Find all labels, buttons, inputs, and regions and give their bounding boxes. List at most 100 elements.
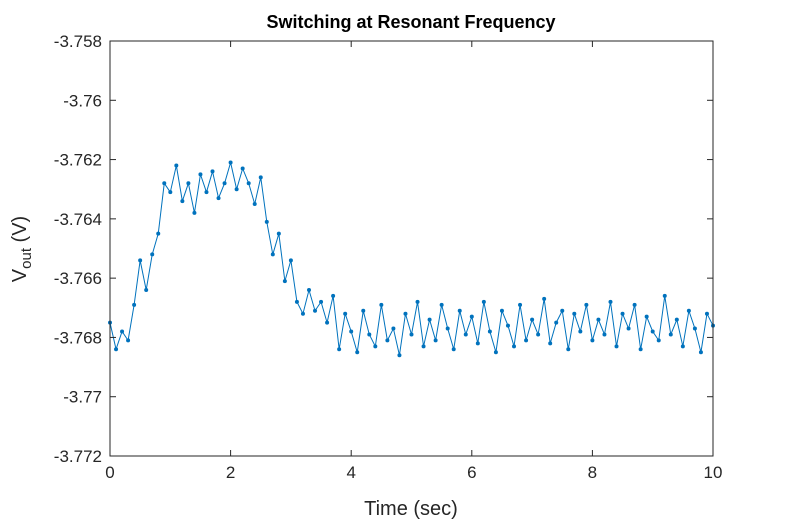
data-point xyxy=(457,308,462,313)
data-point xyxy=(144,288,149,292)
y-axis-ticks: -3.772 -3.77 -3.768 -3.766 -3.764 -3.762 -3.76… xyxy=(54,32,713,466)
y-tick-label: -3.764 xyxy=(54,210,102,229)
x-tick-label: 10 xyxy=(704,463,723,482)
data-point xyxy=(524,338,529,343)
data-point xyxy=(180,199,185,204)
y-tick-label: -3.766 xyxy=(54,269,102,288)
data-point xyxy=(475,341,480,346)
data-point xyxy=(686,308,691,313)
data-point xyxy=(632,302,637,307)
data-point xyxy=(373,344,378,349)
data-point xyxy=(445,326,450,331)
data-point xyxy=(276,231,281,236)
data-point xyxy=(349,329,354,334)
data-point xyxy=(198,172,203,177)
data-point xyxy=(120,329,125,334)
data-point xyxy=(391,326,396,331)
data-point xyxy=(469,314,474,319)
data-point xyxy=(343,311,348,316)
y-axis-label-subscript: out xyxy=(18,247,35,269)
data-point xyxy=(252,202,257,207)
data-point xyxy=(162,181,167,186)
data-point xyxy=(572,311,577,316)
data-point xyxy=(638,347,643,352)
data-point xyxy=(481,299,486,304)
data-point xyxy=(566,347,571,352)
data-point xyxy=(270,252,275,257)
x-tick-label: 6 xyxy=(467,463,476,482)
data-point xyxy=(168,190,173,195)
data-point xyxy=(355,350,360,355)
data-point xyxy=(421,344,426,349)
y-axis-label: Vout (V) xyxy=(9,216,35,282)
x-axis-label: Time (sec) xyxy=(364,498,458,520)
data-point xyxy=(463,332,468,337)
data-point xyxy=(174,163,179,168)
data-point xyxy=(313,308,318,313)
data-point xyxy=(698,350,703,355)
data-point xyxy=(234,187,239,192)
data-point xyxy=(186,181,191,186)
data-point xyxy=(403,311,408,316)
data-point xyxy=(385,338,390,343)
data-point xyxy=(433,338,438,343)
y-tick-label: -3.768 xyxy=(54,328,102,347)
data-point xyxy=(656,338,661,343)
y-axis-label-suffix: (V) xyxy=(9,216,31,248)
data-point xyxy=(548,341,553,346)
data-point xyxy=(306,288,311,292)
y-tick-label: -3.758 xyxy=(54,32,102,51)
x-axis-ticks: 0 2 4 6 8 10 xyxy=(105,41,722,482)
data-point xyxy=(674,317,679,322)
x-tick-label: 4 xyxy=(346,463,355,482)
data-point xyxy=(409,332,414,337)
data-point xyxy=(596,317,601,322)
data-point xyxy=(132,302,137,307)
y-tick-label: -3.76 xyxy=(63,91,102,110)
data-point xyxy=(644,314,649,319)
data-point xyxy=(518,302,523,307)
data-point xyxy=(222,181,227,186)
data-point xyxy=(361,308,366,313)
data-point xyxy=(367,332,372,337)
data-point xyxy=(228,160,233,165)
data-point xyxy=(246,181,251,186)
data-point xyxy=(626,326,631,331)
data-point xyxy=(264,219,269,224)
data-point xyxy=(668,332,673,337)
data-point xyxy=(210,169,215,174)
data-point xyxy=(680,344,685,349)
data-point xyxy=(499,308,504,313)
data-point xyxy=(620,311,625,316)
data-point xyxy=(451,347,456,352)
data-point xyxy=(487,329,492,334)
data-point xyxy=(258,175,263,180)
data-point xyxy=(602,332,607,337)
data-point xyxy=(692,326,697,331)
y-tick-label: -3.77 xyxy=(63,388,102,407)
data-point xyxy=(560,308,565,313)
chart-title: Switching at Resonant Frequency xyxy=(266,12,555,32)
data-point xyxy=(493,350,498,355)
x-tick-label: 8 xyxy=(588,463,597,482)
plot-frame xyxy=(109,40,714,457)
data-point xyxy=(530,317,535,322)
data-point xyxy=(126,338,131,343)
data-point xyxy=(397,353,402,358)
markers-layer xyxy=(108,160,715,358)
data-point xyxy=(156,231,161,236)
data-point xyxy=(415,299,420,304)
plot-background xyxy=(110,41,713,456)
data-point xyxy=(590,338,595,343)
x-tick-label: 2 xyxy=(226,463,235,482)
data-point xyxy=(240,166,245,171)
data-point xyxy=(331,293,336,298)
data-point xyxy=(584,302,589,307)
data-point xyxy=(608,299,613,304)
data-point xyxy=(288,258,293,263)
data-point xyxy=(337,347,342,352)
data-point xyxy=(704,311,709,316)
data-point xyxy=(300,311,305,316)
data-point xyxy=(282,279,287,284)
data-point xyxy=(542,296,547,301)
